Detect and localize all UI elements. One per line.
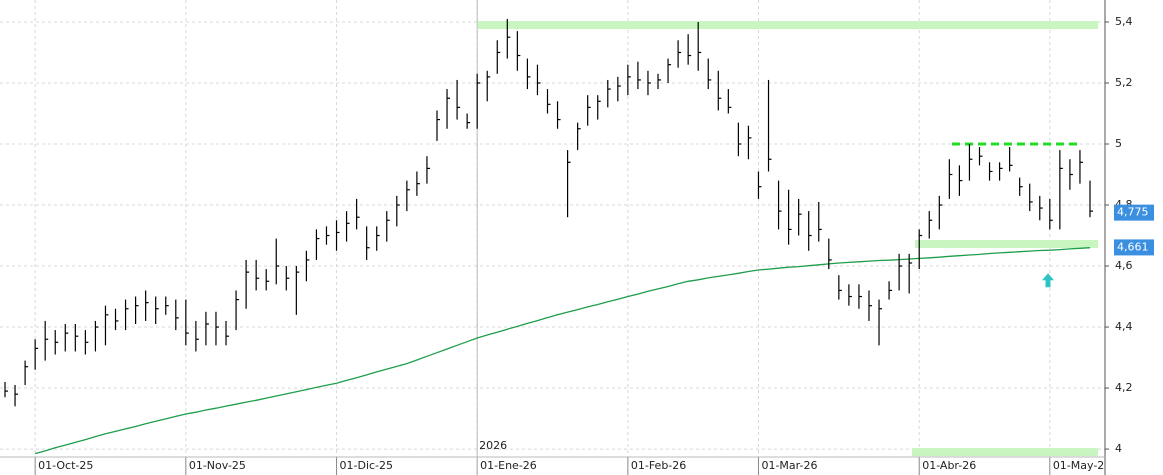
year-label: 2026 [479, 439, 507, 452]
price-label: 4,775 [1117, 206, 1149, 219]
x-tick-label: 01-Dic-25 [340, 459, 394, 472]
price-label: 4,661 [1117, 240, 1149, 253]
x-tick-label: 01-Oct-25 [38, 459, 93, 472]
y-tick-label: 4,4 [1115, 320, 1133, 333]
x-tick-label: 01-Nov-25 [189, 459, 246, 472]
y-tick-label: 5,4 [1115, 15, 1133, 28]
moving-average [34, 247, 1091, 455]
y-tick-label: 5,2 [1115, 76, 1133, 89]
x-tick-label: 01-Abr-26 [922, 459, 976, 472]
x-tick-label: 01-Ene-26 [480, 459, 537, 472]
x-tick-label: 01-Mar-26 [761, 459, 817, 472]
x-tick-label: 01-May-2 [1053, 459, 1104, 472]
y-tick-label: 4 [1115, 442, 1122, 455]
x-tick-label: 01-Feb-26 [631, 459, 686, 472]
arrow [1042, 273, 1054, 288]
y-tick-label: 5 [1115, 137, 1122, 150]
y-tick-label: 4,6 [1115, 259, 1133, 272]
price-label-box [1114, 204, 1154, 221]
price-label-box [1114, 239, 1154, 256]
y-tick-label: 4,2 [1115, 381, 1133, 394]
plot-area [0, 0, 1105, 475]
